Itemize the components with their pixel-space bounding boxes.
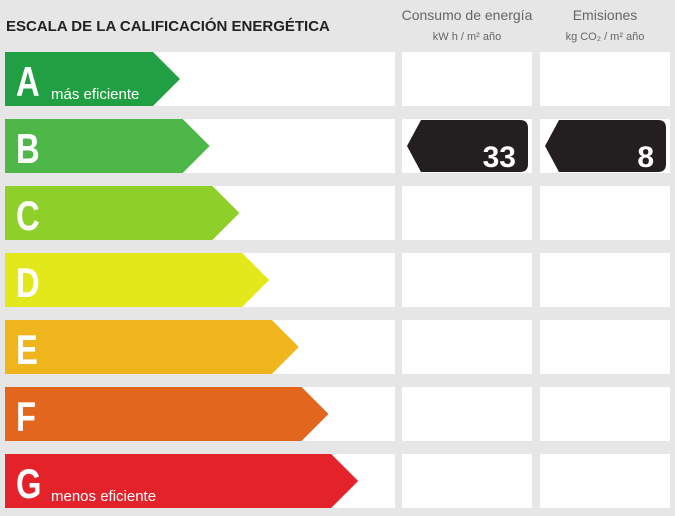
column-title: Consumo de energía [402,7,533,23]
value-cell [402,454,532,508]
column-unit: kW h / m² año [433,31,501,43]
value-cell [540,186,670,240]
rating-letter: F [16,393,36,440]
column-title: Emisiones [573,7,638,23]
value-cell [402,52,532,106]
rating-letter: C [16,192,40,239]
rating-letter: G [16,460,41,507]
rating-label: más eficiente [51,86,139,103]
rating-arrow [5,52,180,106]
rating-arrow [5,387,329,441]
rating-arrow [5,253,270,307]
value-cell [540,387,670,441]
value-cell [540,253,670,307]
rating-letter: E [16,326,38,373]
rating-letter: B [16,125,40,172]
rating-label: menos eficiente [51,488,156,505]
value-badge [407,120,528,172]
rating-arrow [5,119,210,173]
value-cell [402,320,532,374]
value-text: 8 [637,141,654,174]
rating-letter: D [16,259,40,306]
value-cell [540,52,670,106]
rating-arrow [5,454,359,508]
value-badge [545,120,666,172]
value-cell [540,320,670,374]
value-cell [402,387,532,441]
rating-arrow [5,320,299,374]
rating-arrow [5,186,240,240]
column-unit: kg CO₂ / m² año [566,31,645,43]
rating-letter: A [16,58,40,105]
value-cell [402,253,532,307]
value-text: 33 [483,141,516,174]
title: ESCALA DE LA CALIFICACIÓN ENERGÉTICA [6,17,330,35]
value-cell [540,454,670,508]
value-cell [402,186,532,240]
